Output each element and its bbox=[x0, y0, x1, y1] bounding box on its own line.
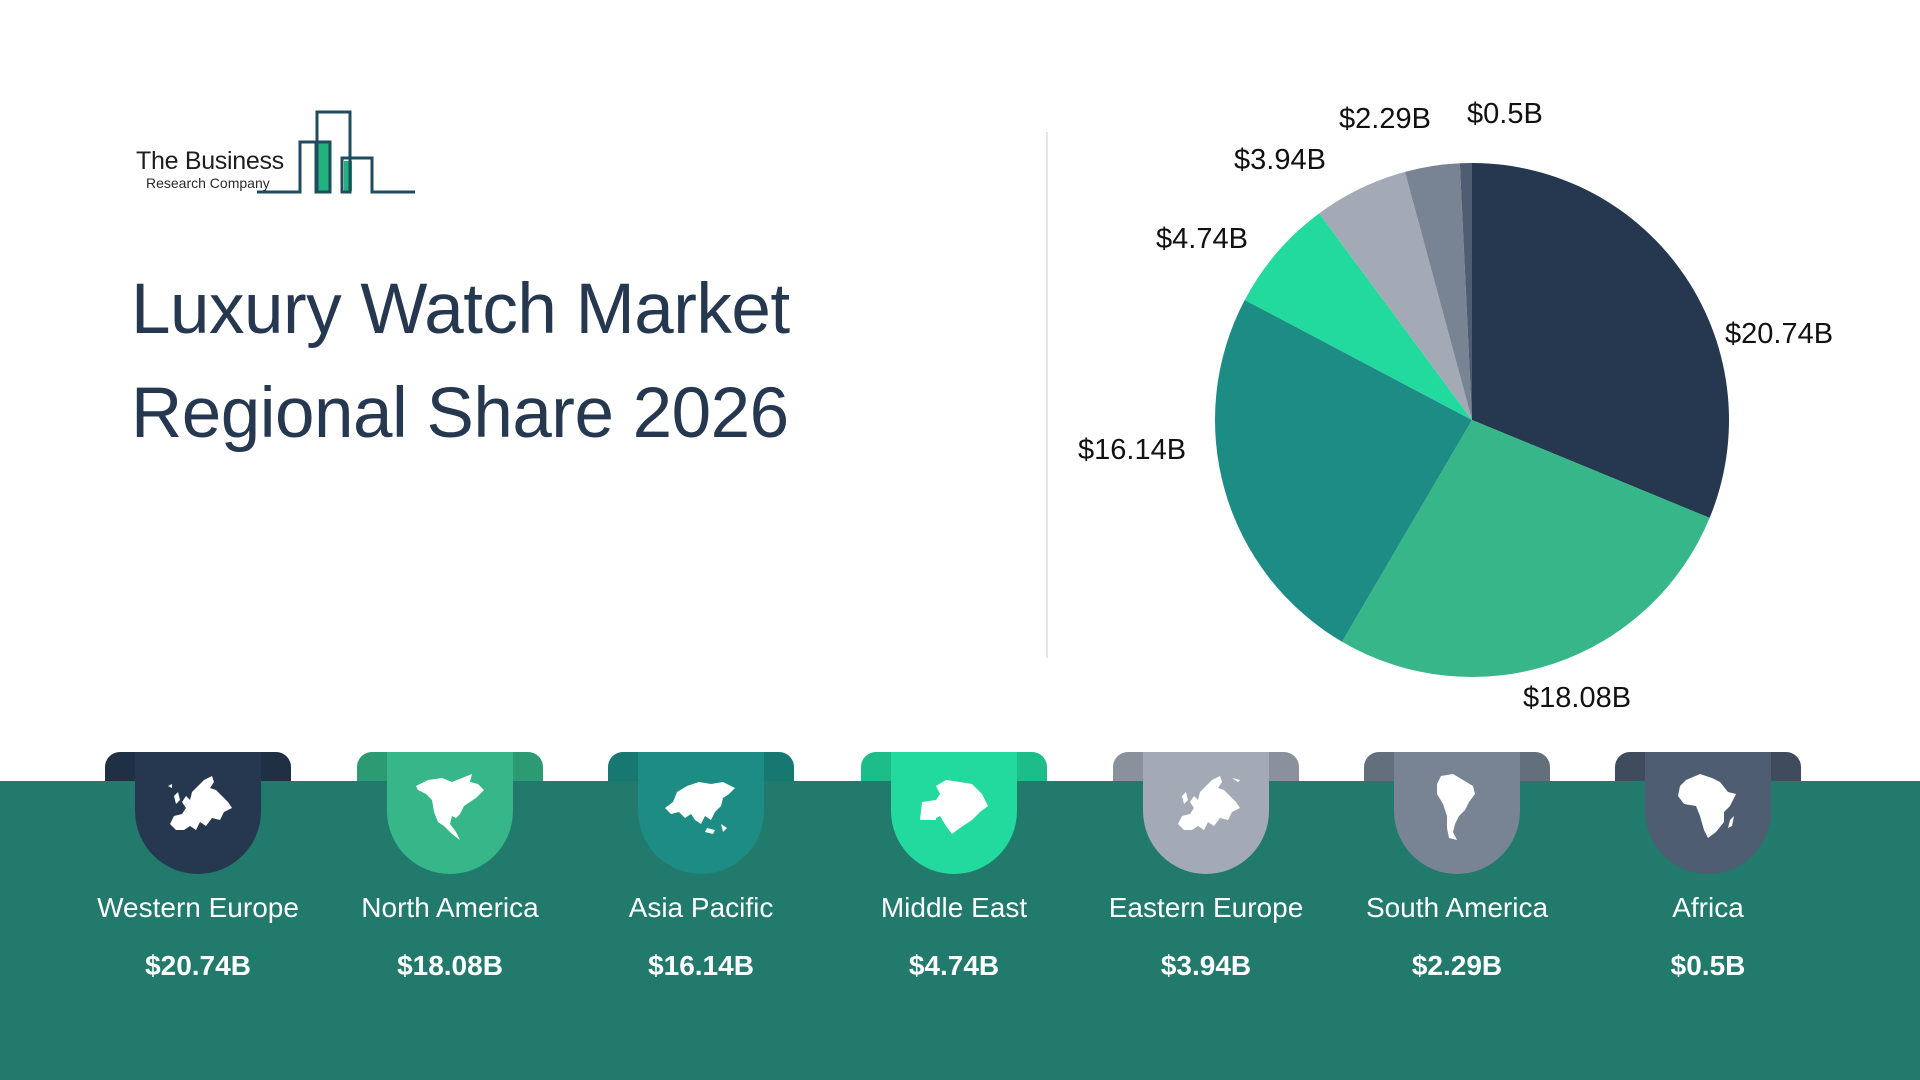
europe-map-icon bbox=[168, 776, 232, 830]
region-card-middle-east: Middle East $4.74B bbox=[861, 752, 1047, 1002]
region-name: Africa bbox=[1672, 892, 1744, 923]
region-card-south-america: South America $2.29B bbox=[1364, 752, 1550, 1002]
africa-map-icon bbox=[1678, 774, 1736, 838]
region-card-eastern-europe: Eastern Europe $3.94B bbox=[1109, 752, 1303, 1002]
region-value: $3.94B bbox=[1160, 950, 1252, 981]
page-title: Luxury Watch Market Regional Share 2026 bbox=[131, 258, 790, 466]
region-name: Western Europe bbox=[97, 892, 299, 923]
europe-map-icon bbox=[1178, 776, 1240, 830]
pie-label-eastern-europe: $3.94B bbox=[1234, 144, 1326, 176]
region-card-western-europe: Western Europe $20.74B bbox=[97, 752, 299, 1002]
middle-east-map-icon bbox=[920, 780, 988, 834]
pie-chart-graphic bbox=[1215, 163, 1729, 677]
region-value: $2.29B bbox=[1411, 950, 1503, 981]
region-value: $16.14B bbox=[648, 950, 754, 981]
pie-slice-western-europe bbox=[1472, 163, 1729, 518]
logo-subtitle: Research Company bbox=[146, 175, 270, 191]
region-name: North America bbox=[361, 892, 539, 923]
title-line-1: Luxury Watch Market bbox=[131, 270, 790, 349]
pie-label-western-europe: $20.74B bbox=[1725, 318, 1834, 350]
pie-label-north-america: $18.08B bbox=[1523, 682, 1632, 714]
region-name: Asia Pacific bbox=[628, 892, 774, 923]
pie-label-asia-pacific: $16.14B bbox=[1078, 434, 1187, 466]
region-card-africa: Africa $0.5B bbox=[1615, 752, 1801, 1002]
vertical-divider bbox=[1046, 132, 1048, 658]
pie-slice-africa bbox=[1459, 163, 1472, 420]
region-name: Eastern Europe bbox=[1108, 892, 1304, 923]
south-america-map-icon bbox=[1437, 774, 1475, 840]
buildings-logo-icon bbox=[257, 110, 415, 194]
region-value: $18.08B bbox=[397, 950, 503, 981]
region-name: Middle East bbox=[880, 892, 1028, 923]
pie-slice-eastern-europe bbox=[1319, 171, 1472, 420]
pie-label-middle-east: $4.74B bbox=[1156, 223, 1248, 255]
region-value: $0.5B bbox=[1670, 950, 1746, 981]
region-card-asia-pacific: Asia Pacific $16.14B bbox=[608, 752, 794, 1002]
pie-slice-north-america bbox=[1342, 420, 1710, 677]
pie-slice-asia-pacific bbox=[1215, 299, 1472, 642]
region-card-north-america: North America $18.08B bbox=[357, 752, 543, 1002]
region-name: South America bbox=[1365, 892, 1549, 923]
region-value: $4.74B bbox=[908, 950, 1000, 981]
logo-title: The Business bbox=[136, 147, 284, 175]
title-line-2: Regional Share 2026 bbox=[131, 374, 789, 453]
pie-slice-south-america bbox=[1404, 163, 1472, 420]
north-america-map-icon bbox=[416, 774, 484, 840]
company-logo: The Business Research Company bbox=[130, 105, 430, 200]
pie-slice-middle-east bbox=[1244, 213, 1472, 420]
pie-label-south-america: $2.29B bbox=[1339, 103, 1431, 135]
region-value: $20.74B bbox=[145, 950, 251, 981]
pie-label-africa: $0.5B bbox=[1467, 98, 1543, 130]
pie-chart: $20.74B $18.08B $16.14B $4.74B $3.94B $2… bbox=[1078, 98, 1834, 714]
asia-map-icon bbox=[665, 782, 735, 834]
